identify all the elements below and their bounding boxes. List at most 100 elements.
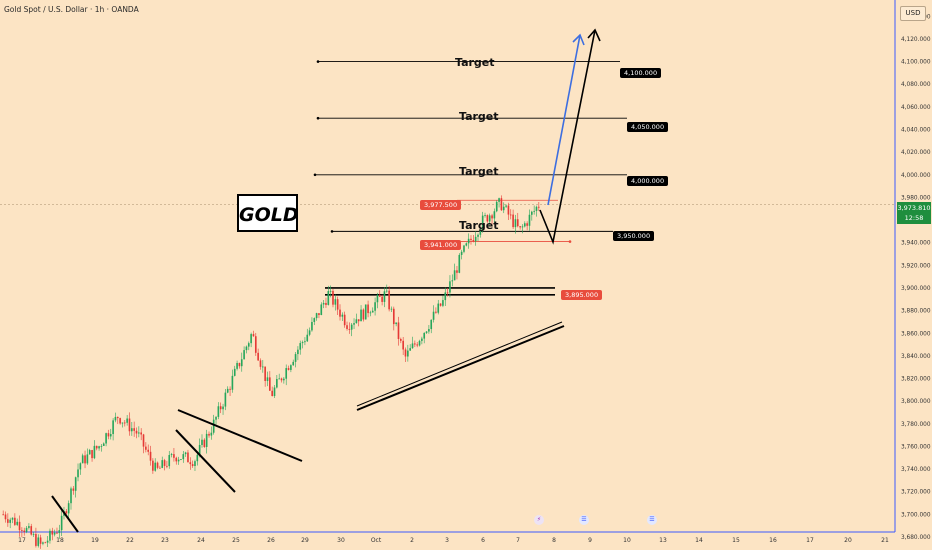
candle-body	[243, 350, 245, 360]
candle-body	[432, 311, 435, 320]
current-price-tag: 3,973.810 12:58	[897, 202, 931, 224]
candle-body	[203, 439, 206, 447]
time-tick-label: Oct	[371, 537, 382, 544]
candle-body	[301, 342, 304, 344]
candle-body	[280, 378, 283, 381]
price-tick-label: 4,080.000	[901, 82, 931, 88]
currency-button[interactable]: USD	[900, 6, 926, 21]
candle-body	[299, 343, 302, 350]
candle-body	[222, 406, 224, 410]
candle-body	[509, 214, 512, 216]
candle-body	[273, 387, 276, 397]
level-price-3895: 3,895.000	[561, 290, 603, 300]
candle-body	[290, 365, 292, 370]
candle-body	[477, 234, 479, 237]
candle-body	[180, 459, 182, 460]
price-tick-label: 4,040.000	[901, 128, 931, 134]
candle-body	[292, 361, 295, 366]
us-flag-icon[interactable]: ☰	[647, 515, 657, 525]
candle-body	[81, 455, 84, 464]
level-price-3941: 3,941.000	[420, 240, 462, 250]
time-tick-label: 24	[197, 537, 205, 544]
candle-body	[49, 530, 51, 541]
price-tick-label: 3,920.000	[901, 263, 931, 269]
us-flag-icon[interactable]: ☰	[579, 515, 589, 525]
price-tick-label: 4,000.000	[901, 173, 931, 179]
candle-body	[269, 377, 271, 391]
candle-body	[463, 245, 465, 252]
price-tick-label: 4,020.000	[901, 150, 931, 156]
candle-body	[512, 214, 514, 228]
current-price: 3,973.810	[897, 204, 931, 212]
candle-body	[430, 319, 433, 330]
candle-body	[402, 340, 404, 350]
candle-body	[472, 240, 475, 242]
candle-body	[425, 331, 428, 333]
candle-body	[304, 341, 306, 343]
candle-body	[271, 390, 273, 397]
candle-body	[250, 334, 252, 344]
candle-body	[196, 454, 199, 462]
target-price-4000: 4,000.000	[627, 176, 669, 186]
blue-projection-arrow	[547, 34, 581, 206]
candle-body	[88, 450, 91, 455]
candle-body	[519, 226, 521, 228]
candle-body	[479, 229, 482, 235]
candle-body	[175, 457, 178, 462]
candle-body	[65, 511, 68, 514]
time-tick-label: 7	[516, 537, 520, 544]
candle-body	[390, 308, 393, 310]
candle-body	[500, 198, 503, 211]
candle-body	[266, 377, 269, 382]
candle-body	[523, 223, 526, 227]
candle-body	[444, 292, 447, 301]
price-tick-label: 3,680.000	[901, 535, 931, 541]
price-tick-label: 3,860.000	[901, 331, 931, 337]
candle-body	[161, 460, 164, 468]
candle-body	[98, 446, 100, 449]
candle-body	[367, 304, 369, 314]
candle-body	[51, 530, 54, 535]
countdown: 12:58	[904, 214, 924, 222]
candle-body	[14, 517, 16, 525]
candle-body	[514, 219, 517, 228]
candle-body	[374, 302, 376, 311]
candle-body	[44, 542, 47, 544]
candle-body	[451, 280, 454, 282]
candle-body	[25, 527, 28, 532]
candle-body	[474, 236, 477, 242]
candle-body	[102, 443, 105, 446]
candle-body	[53, 532, 56, 535]
lightning-icon[interactable]: ⚡	[534, 515, 544, 525]
candle-body	[481, 215, 484, 230]
candle-body	[278, 378, 281, 380]
target-label-3950: Target	[459, 219, 499, 232]
candle-body	[201, 439, 203, 445]
candle-body	[449, 281, 451, 293]
candle-body	[315, 313, 318, 319]
target-label-4100: Target	[455, 56, 495, 69]
time-tick-label: 8	[552, 537, 556, 544]
candle-body	[107, 433, 110, 437]
target-price-4050: 4,050.000	[627, 122, 669, 132]
candle-body	[435, 311, 437, 313]
candle-body	[173, 454, 175, 458]
candle-body	[46, 540, 49, 543]
candle-body	[154, 462, 157, 471]
candle-body	[128, 418, 131, 432]
candle-body	[383, 291, 386, 302]
time-tick-label: 23	[161, 537, 169, 544]
candle-body	[493, 211, 496, 219]
candle-body	[257, 352, 259, 361]
candle-body	[133, 428, 135, 431]
price-tick-label: 3,880.000	[901, 309, 931, 315]
candle-body	[357, 319, 360, 322]
candle-body	[210, 432, 213, 436]
candle-body	[416, 344, 419, 346]
candle-body	[378, 294, 381, 297]
candle-body	[121, 422, 124, 424]
candle-body	[2, 514, 4, 516]
time-tick-label: 17	[18, 537, 26, 544]
candle-body	[119, 418, 121, 424]
